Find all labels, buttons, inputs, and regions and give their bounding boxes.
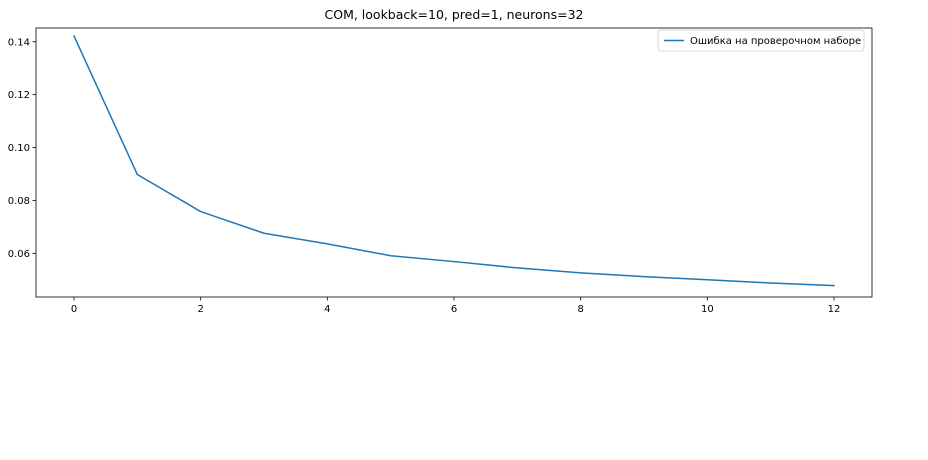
legend-label: Ошибка на проверочном наборе [690,36,861,47]
x-tick-label: 8 [577,304,583,315]
x-tick-label: 10 [701,304,714,315]
y-tick-label: 0.08 [8,196,30,207]
x-tick-label: 6 [451,304,457,315]
x-tick-label: 4 [324,304,330,315]
y-tick-label: 0.06 [8,249,30,260]
x-tick-label: 12 [828,304,841,315]
legend: Ошибка на проверочном наборе [657,29,865,52]
axes-frame [35,27,873,298]
y-tick-label: 0.10 [8,143,30,154]
plot-area: 0 2 4 6 8 10 12 0.06 0.08 0.10 0.12 0.14 Ошибка на п… [8,27,873,315]
y-tick-label: 0.14 [8,37,30,48]
x-tick-label: 0 [71,304,77,315]
legend-box [657,29,865,52]
chart-title: COM, lookback=10, pred=1, neurons=32 [325,7,584,22]
x-tick-label: 2 [197,304,203,315]
y-tick-label: 0.12 [8,90,30,101]
series-line [73,34,835,287]
